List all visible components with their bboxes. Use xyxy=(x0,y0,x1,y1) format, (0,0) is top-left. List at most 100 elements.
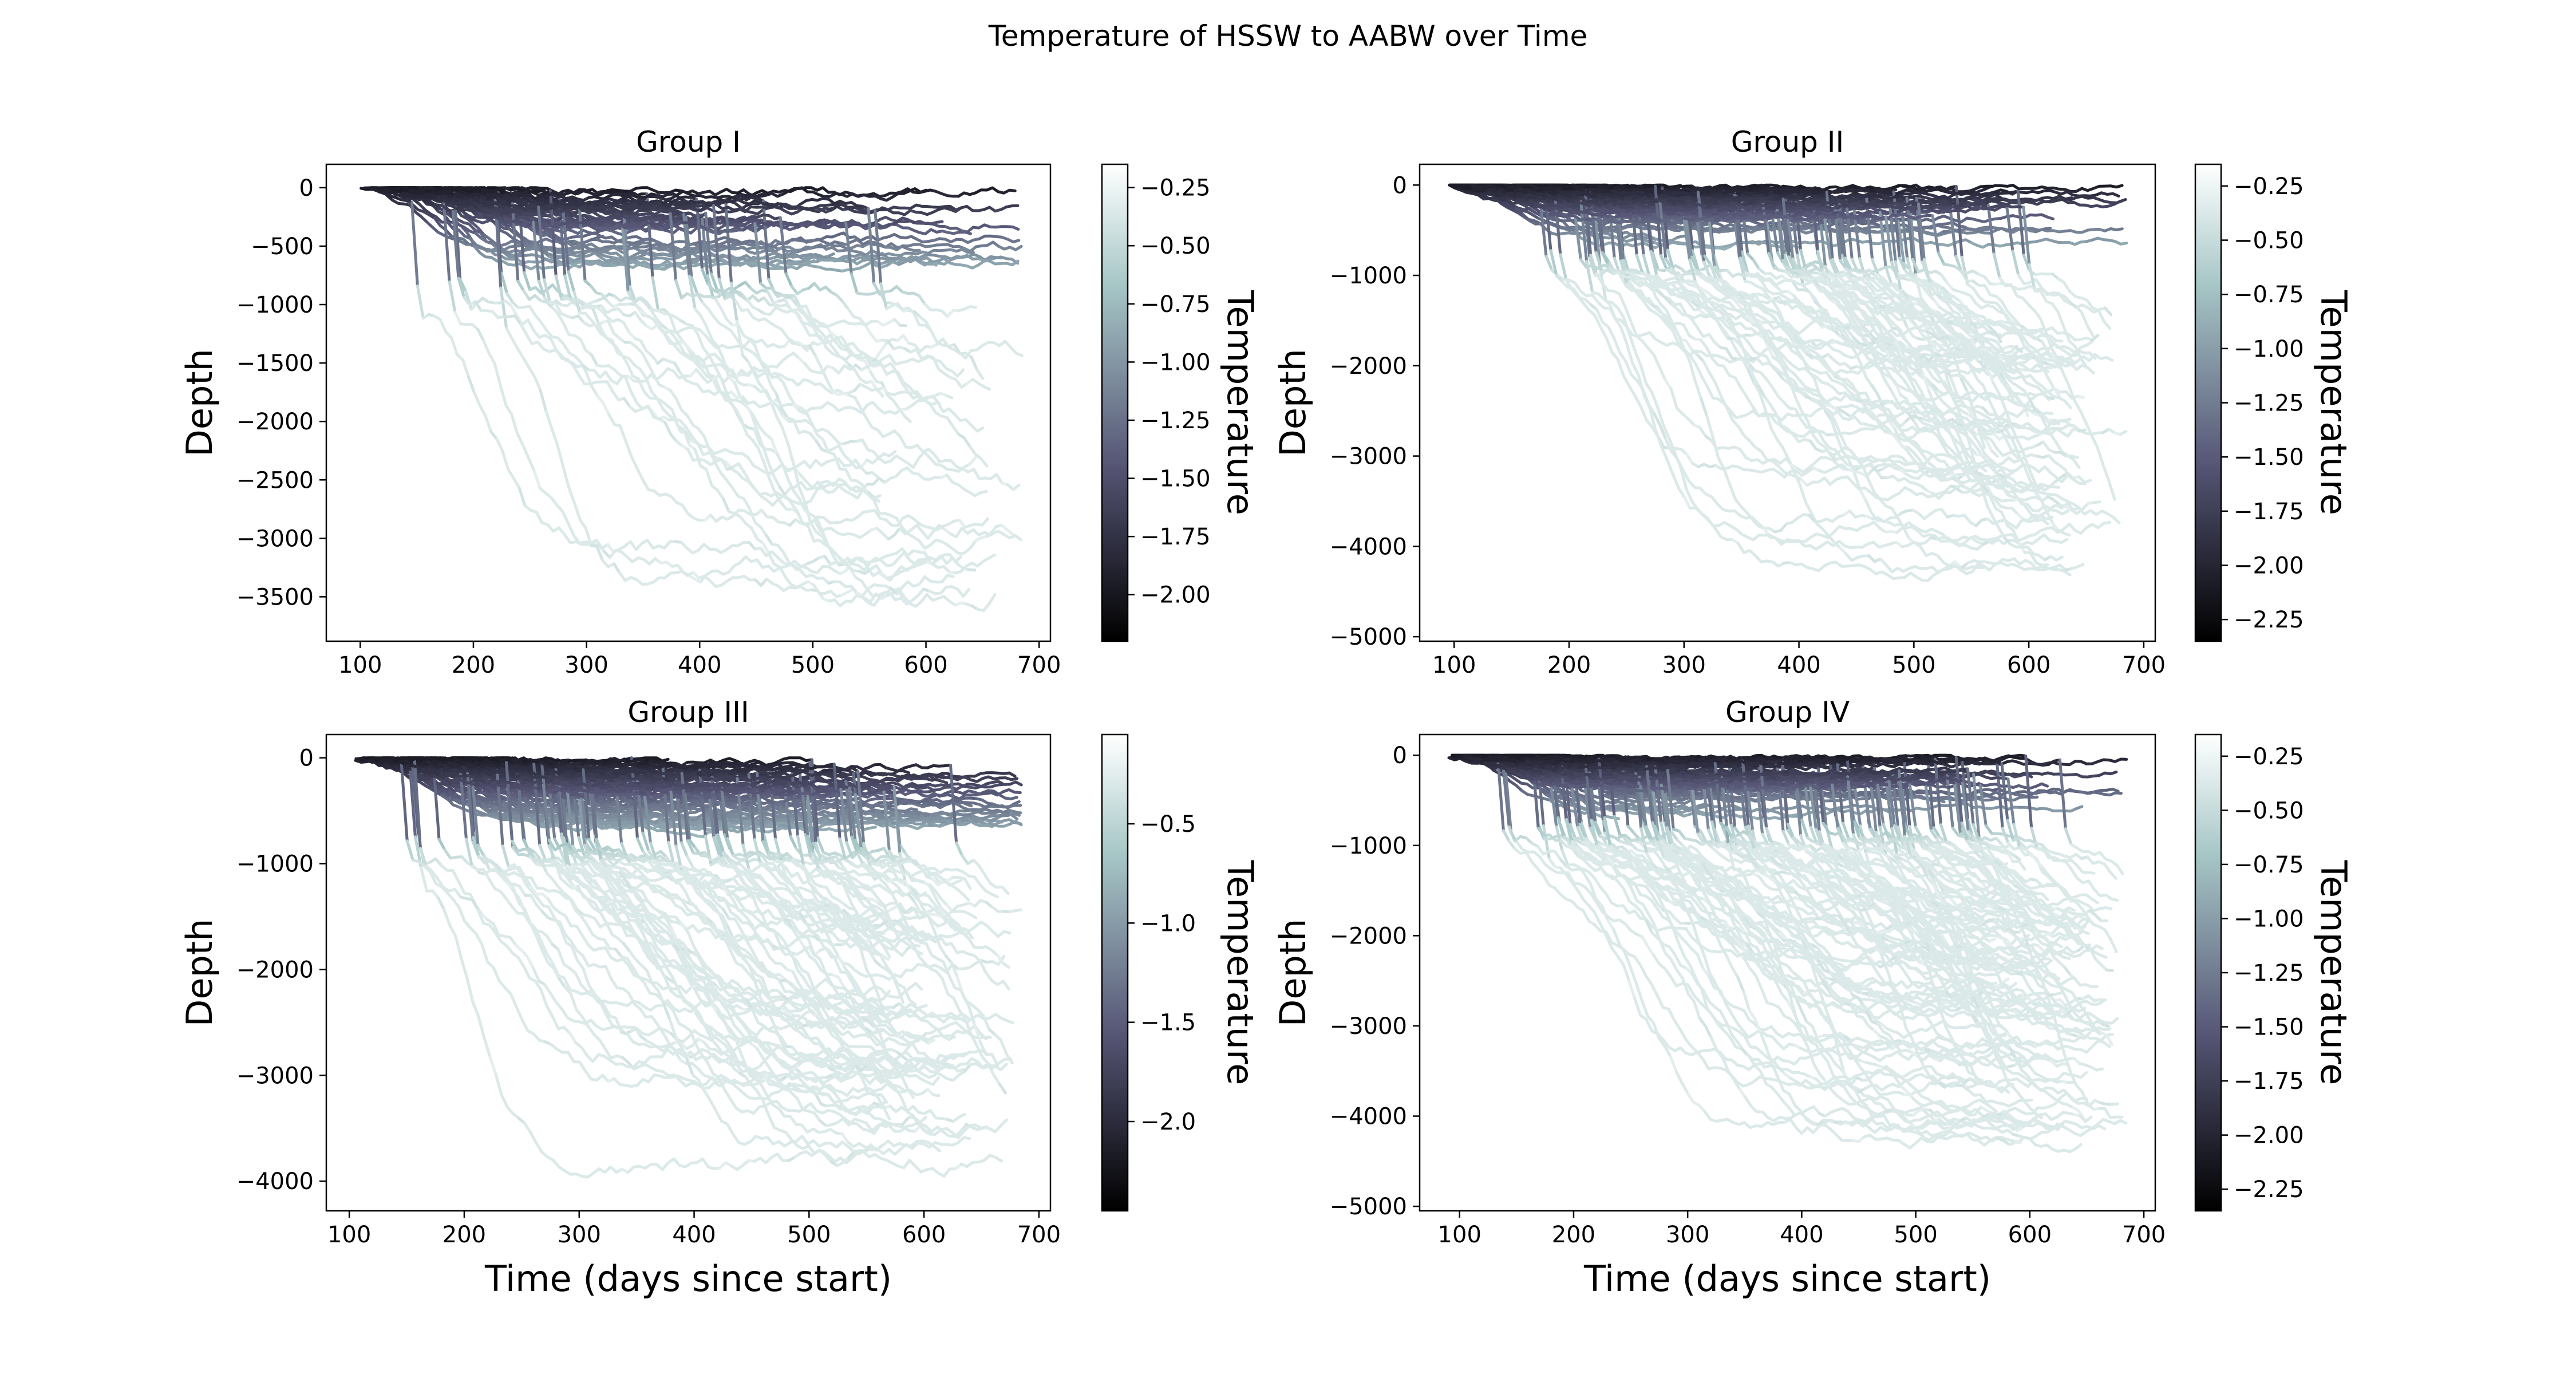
track-line xyxy=(859,235,879,242)
track-line xyxy=(959,204,974,212)
track-line xyxy=(517,487,527,508)
track-line xyxy=(2051,419,2060,425)
track-line xyxy=(825,231,845,239)
track-line xyxy=(1635,222,1650,228)
track-line xyxy=(1810,213,1842,220)
track-line xyxy=(1823,218,1832,262)
track-line xyxy=(1872,266,1887,273)
track-line xyxy=(614,211,629,219)
track-line xyxy=(799,304,961,436)
track-line xyxy=(1690,255,1699,273)
track-line xyxy=(2026,227,2046,232)
track-line xyxy=(1931,214,1940,255)
track-line xyxy=(1735,205,1755,211)
track-line xyxy=(1970,241,1990,249)
track-line xyxy=(453,311,463,326)
track-line xyxy=(2016,189,2025,257)
track-line xyxy=(685,322,739,416)
track-line xyxy=(693,192,753,200)
track-line xyxy=(1752,203,1778,209)
track-line xyxy=(898,257,923,264)
track-line xyxy=(2040,185,2072,193)
track-line xyxy=(1848,197,1863,203)
track-line xyxy=(673,362,682,374)
track-line xyxy=(2067,200,2081,207)
track-line xyxy=(961,237,981,244)
track-line xyxy=(532,469,542,490)
track-line xyxy=(710,272,718,291)
track-line xyxy=(2004,240,2030,247)
track-line xyxy=(810,222,825,226)
track-line xyxy=(2009,543,2046,562)
track-line xyxy=(1745,271,1794,287)
track-line xyxy=(864,255,885,262)
track-line xyxy=(1941,242,1956,247)
track-line xyxy=(633,202,653,210)
track-line xyxy=(633,216,665,222)
track-line xyxy=(974,240,1000,248)
track-line xyxy=(886,587,957,608)
track-line xyxy=(748,541,757,551)
track-line xyxy=(2057,277,2112,330)
track-line xyxy=(561,204,570,274)
track-line xyxy=(1945,417,1966,427)
track-line xyxy=(2011,250,2020,277)
track-line xyxy=(961,248,975,254)
track-line xyxy=(1982,484,1991,494)
track-line xyxy=(993,255,1014,261)
track-line xyxy=(1748,315,1757,326)
track-line xyxy=(887,251,907,257)
track-line xyxy=(1739,228,1759,234)
track-line xyxy=(932,223,946,228)
track-line xyxy=(1905,471,1960,481)
track-line xyxy=(1922,258,1931,285)
track-line xyxy=(729,290,744,298)
track-line xyxy=(475,297,496,305)
track-line xyxy=(448,280,457,314)
track-line xyxy=(1979,184,1994,188)
track-line xyxy=(1487,189,1508,197)
track-line xyxy=(831,363,858,375)
track-line xyxy=(729,246,772,251)
track-line xyxy=(841,231,856,239)
track-line xyxy=(1736,218,1762,223)
track-line xyxy=(914,208,941,216)
track-line xyxy=(1890,187,1917,195)
track-line xyxy=(1960,378,1969,393)
track-line xyxy=(481,208,495,215)
track-line xyxy=(1928,282,1937,295)
track-line xyxy=(797,400,903,415)
track-line xyxy=(1752,381,1842,550)
track-line xyxy=(1767,336,1937,434)
track-line xyxy=(1857,185,1872,191)
track-line xyxy=(464,290,473,311)
track-line xyxy=(607,413,706,522)
track-line xyxy=(872,242,887,249)
track-line xyxy=(1942,230,1951,233)
track-line xyxy=(957,432,971,448)
track-line xyxy=(968,445,989,468)
track-line xyxy=(634,199,654,207)
track-line xyxy=(2092,500,2101,504)
track-line xyxy=(1992,432,2007,441)
track-line xyxy=(564,249,613,258)
track-line xyxy=(953,343,962,356)
track-line xyxy=(653,199,690,208)
track-line xyxy=(634,337,659,365)
y-axis-label: Depth xyxy=(179,349,220,457)
track-line xyxy=(1770,184,1785,191)
track-line xyxy=(833,580,859,594)
track-line xyxy=(884,244,904,251)
track-line xyxy=(486,192,506,200)
track-line xyxy=(1785,212,1795,260)
track-line xyxy=(1736,542,1786,568)
track-line xyxy=(1884,266,1893,286)
track-line xyxy=(711,252,731,260)
track-line xyxy=(974,186,1000,195)
track-line xyxy=(1808,290,1817,303)
track-line xyxy=(963,517,990,529)
track-line xyxy=(1739,256,1748,274)
track-line xyxy=(869,370,884,385)
track-line xyxy=(1803,198,1824,203)
